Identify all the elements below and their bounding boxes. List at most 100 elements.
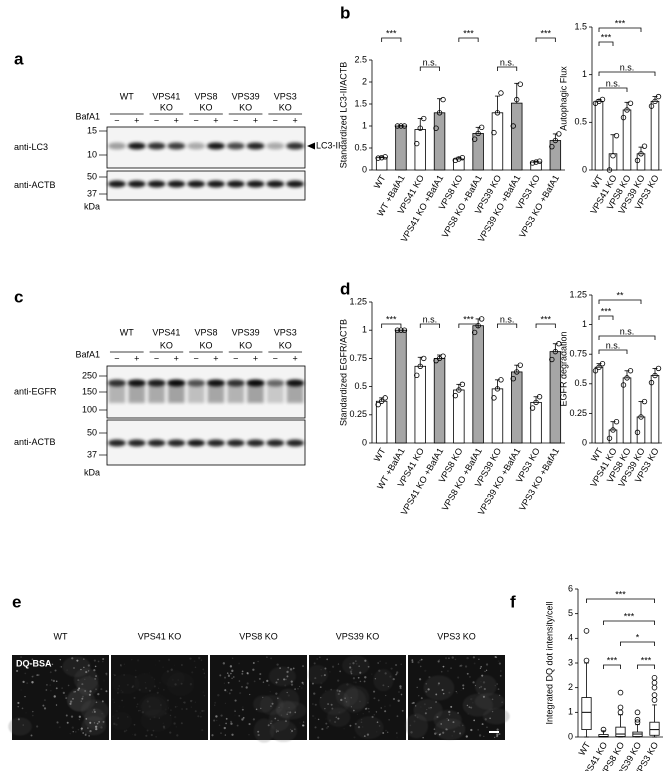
- significance-label: ***: [615, 589, 626, 599]
- puncta: [458, 724, 461, 727]
- cell: [404, 713, 429, 739]
- y-tick-label: 1: [582, 319, 587, 329]
- puncta: [430, 708, 432, 710]
- significance-bracket: [598, 27, 642, 32]
- data-point: [491, 129, 497, 136]
- data-point: [378, 398, 385, 404]
- data-point: [552, 348, 559, 355]
- puncta: [134, 675, 137, 678]
- puncta: [93, 708, 96, 712]
- puncta: [95, 688, 97, 691]
- puncta: [257, 733, 260, 737]
- data-point: [529, 160, 536, 166]
- puncta: [368, 710, 371, 713]
- data-point: [417, 125, 423, 131]
- data-point: [624, 107, 630, 113]
- data-point: [375, 155, 381, 161]
- puncta: [65, 697, 67, 700]
- marker-label: 100: [82, 404, 97, 414]
- puncta: [67, 733, 69, 735]
- y-tick-label: 1: [568, 707, 573, 717]
- puncta: [123, 670, 124, 671]
- puncta: [325, 726, 329, 730]
- puncta: [275, 731, 278, 733]
- significance-label: n.s.: [500, 57, 515, 67]
- puncta: [343, 728, 345, 730]
- bar: [608, 429, 618, 444]
- puncta: [338, 711, 340, 713]
- puncta: [71, 657, 74, 660]
- data-point: [382, 154, 388, 160]
- puncta: [275, 729, 278, 731]
- marker-label: 37: [87, 188, 97, 198]
- puncta: [387, 685, 390, 688]
- puncta: [201, 729, 204, 732]
- cell: [8, 717, 32, 736]
- puncta: [174, 716, 177, 719]
- puncta: [38, 674, 40, 676]
- puncta: [162, 725, 166, 728]
- puncta: [234, 699, 237, 702]
- puncta: [303, 725, 305, 727]
- outlier: [617, 689, 624, 696]
- puncta: [45, 689, 48, 691]
- data-point: [440, 353, 446, 359]
- puncta: [234, 709, 236, 711]
- puncta: [424, 712, 427, 715]
- treatment-sign: +: [253, 353, 258, 363]
- y-tick-label: 0.75: [349, 353, 367, 363]
- puncta: [373, 697, 376, 700]
- significance-label: n.s.: [500, 314, 515, 324]
- puncta: [198, 656, 201, 660]
- puncta: [22, 680, 25, 684]
- puncta: [287, 711, 290, 713]
- puncta: [468, 706, 471, 709]
- puncta: [396, 736, 398, 738]
- puncta: [267, 684, 270, 687]
- puncta: [401, 695, 402, 696]
- puncta: [262, 696, 264, 699]
- data-point: [638, 151, 644, 157]
- puncta: [385, 662, 387, 664]
- puncta: [385, 694, 387, 697]
- puncta: [426, 708, 428, 711]
- puncta: [313, 692, 316, 695]
- puncta: [300, 687, 303, 689]
- puncta: [498, 694, 501, 697]
- puncta: [78, 718, 81, 721]
- puncta: [88, 735, 90, 737]
- data-point: [433, 125, 439, 131]
- data-point: [491, 395, 497, 401]
- data-point: [549, 356, 555, 363]
- puncta: [196, 686, 198, 688]
- puncta: [123, 706, 125, 708]
- puncta: [499, 674, 502, 677]
- puncta: [62, 691, 65, 695]
- puncta: [202, 668, 205, 671]
- treatment-sign: −: [233, 353, 238, 363]
- puncta: [167, 707, 170, 709]
- puncta: [201, 709, 204, 712]
- puncta: [287, 694, 290, 697]
- data-point: [606, 435, 613, 441]
- puncta: [97, 660, 100, 663]
- puncta: [194, 666, 197, 669]
- puncta: [392, 697, 396, 701]
- puncta: [94, 711, 96, 713]
- puncta: [477, 729, 479, 731]
- puncta: [242, 706, 244, 708]
- puncta: [228, 674, 230, 676]
- cell: [81, 715, 107, 736]
- puncta: [236, 724, 239, 727]
- puncta: [43, 707, 47, 710]
- puncta: [189, 657, 192, 660]
- significance-bracket: [598, 87, 628, 92]
- puncta: [349, 670, 353, 673]
- puncta: [227, 681, 230, 684]
- puncta: [180, 722, 183, 725]
- puncta: [245, 686, 248, 689]
- data-point: [620, 114, 627, 121]
- blot-band: [246, 439, 265, 447]
- puncta: [396, 671, 399, 674]
- puncta: [470, 706, 473, 709]
